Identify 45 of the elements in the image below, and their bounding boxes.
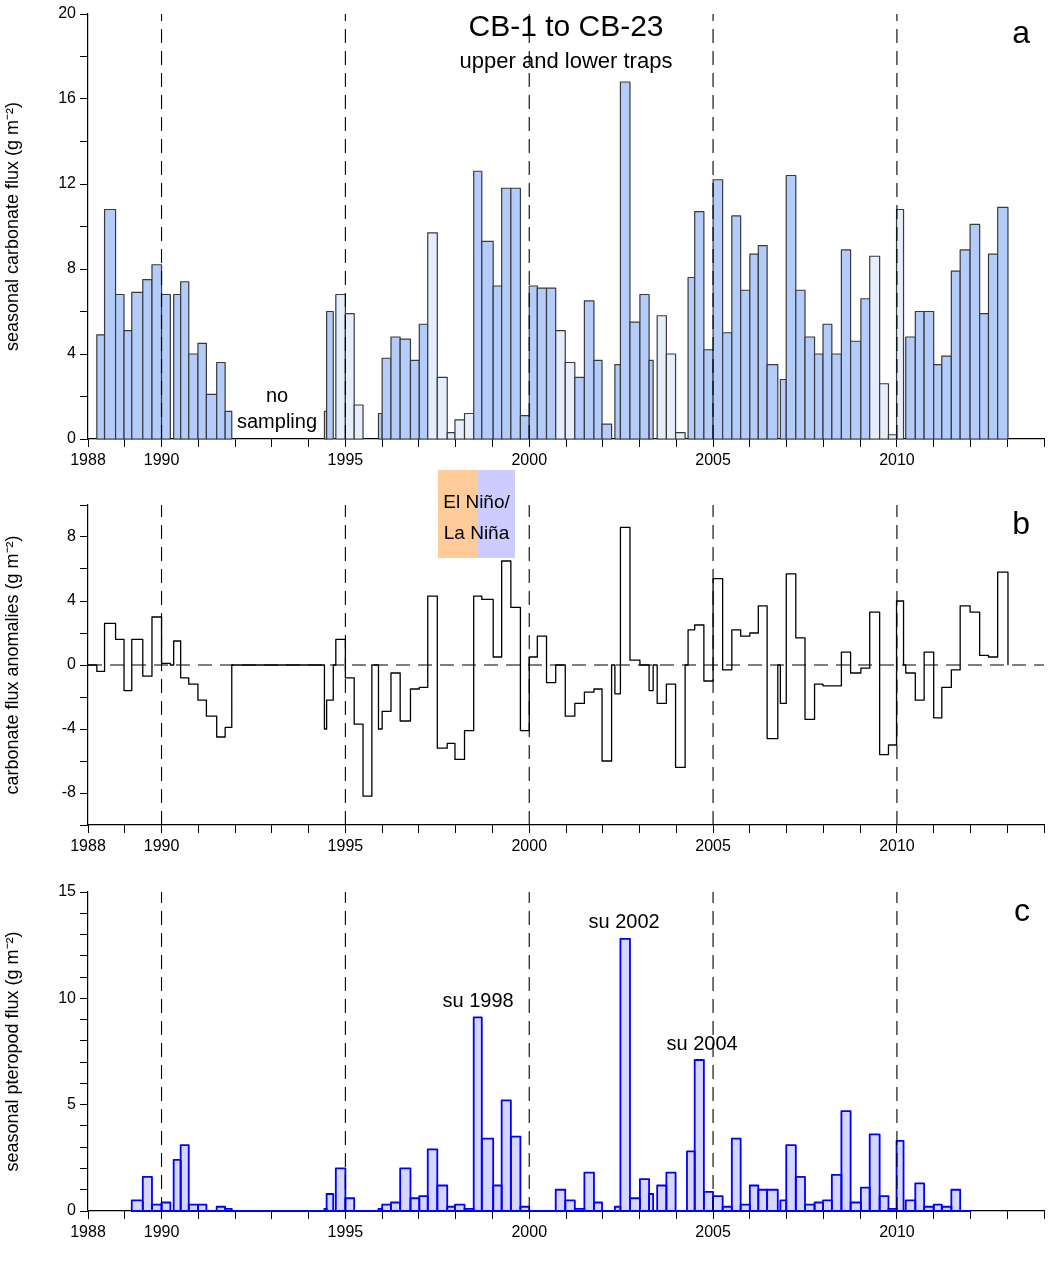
- annotation: su 2004: [666, 1031, 738, 1054]
- x-tick-label: 2005: [695, 451, 731, 469]
- x-tick-label: 2005: [695, 1223, 731, 1241]
- x-tick-label: 1995: [327, 451, 364, 469]
- annotation: a: [1012, 13, 1031, 50]
- x-tick-label: 1988: [70, 837, 106, 855]
- x-tick-label: 1990: [143, 451, 180, 469]
- annotation: su 1998: [442, 988, 514, 1011]
- y-tick-label: 10: [58, 988, 77, 1006]
- annotation: no sampling: [236, 383, 318, 432]
- annotation: c: [1014, 891, 1030, 928]
- x-tick-label: 2010: [879, 451, 915, 469]
- text: upper and lower traps: [459, 48, 673, 74]
- y-tick-label: 8: [67, 527, 77, 545]
- y-tick-label: -8: [61, 783, 77, 801]
- x-tick-label: 1988: [70, 1223, 106, 1241]
- x-tick-label: 1990: [143, 837, 180, 855]
- chart-title: CB-1 to CB-23: [468, 9, 664, 43]
- y-tick-label: 15: [58, 882, 77, 900]
- y-tick-label: 16: [58, 89, 77, 107]
- y-tick-label: 0: [67, 429, 77, 447]
- y-tick-label: 0: [67, 1201, 77, 1219]
- y-tick-label: 12: [58, 174, 77, 192]
- x-tick-label: 2010: [879, 1223, 915, 1241]
- x-tick-label: 2010: [879, 837, 915, 855]
- y-tick-label: -4: [61, 719, 77, 737]
- y-axis-title: seasonal pteropod flux (g m⁻²): [1, 931, 22, 1172]
- x-tick-label: 2005: [695, 837, 731, 855]
- annotation: b: [1012, 504, 1030, 541]
- y-tick-label: 4: [67, 591, 77, 609]
- y-axis-title: carbonate flux anomalies (g m⁻²): [1, 535, 22, 795]
- x-tick-label: 1988: [70, 451, 106, 469]
- y-tick-label: 4: [67, 344, 77, 362]
- y-tick-label: 5: [67, 1095, 77, 1113]
- x-tick-label: 2000: [511, 451, 548, 469]
- annotation: su 2002: [588, 910, 660, 933]
- x-tick-label: 1995: [327, 837, 364, 855]
- x-tick-label: 1990: [143, 1223, 180, 1241]
- y-axis-title: seasonal carbonate flux (g m⁻²): [1, 101, 22, 352]
- x-tick-label: 1995: [327, 1223, 364, 1241]
- y-tick-label: 0: [67, 655, 77, 673]
- x-tick-label: 2000: [511, 837, 548, 855]
- x-tick-label: 2000: [511, 1223, 548, 1241]
- y-tick-label: 8: [67, 259, 77, 277]
- y-tick-label: 20: [58, 4, 77, 22]
